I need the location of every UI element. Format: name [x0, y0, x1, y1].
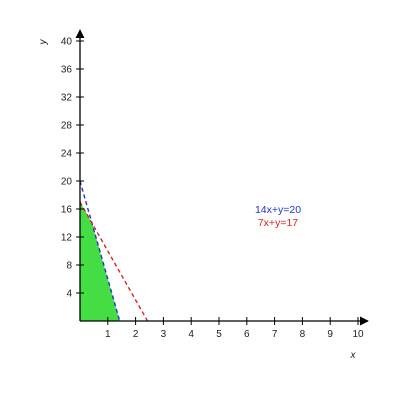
y-axis-label: y: [38, 39, 49, 46]
y-tick-label: 36: [61, 65, 73, 76]
y-tick-label: 4: [66, 289, 72, 300]
legend-entry-2: 7x+y=17: [258, 217, 298, 229]
x-tick-label: 5: [216, 329, 222, 340]
x-tick-label: 6: [244, 329, 250, 340]
series-line-1: [79, 180, 121, 322]
x-tick-label: 4: [188, 329, 194, 340]
y-tick-label: 16: [61, 205, 73, 216]
y-tick-label: 28: [61, 121, 73, 132]
x-tick-label: 3: [161, 329, 167, 340]
feasible-region: [80, 202, 120, 321]
x-axis-label: x: [350, 350, 357, 361]
x-tick-label: 1: [105, 329, 111, 340]
series-line-2: [79, 201, 149, 322]
y-tick-label: 20: [61, 177, 73, 188]
y-tick-label: 40: [61, 37, 73, 48]
x-tick-label: 10: [352, 329, 364, 340]
y-tick-label: 12: [61, 233, 73, 244]
legend-entry-1: 14x+y=20: [255, 204, 301, 216]
x-tick-label: 2: [133, 329, 139, 340]
y-tick-label: 8: [66, 261, 72, 272]
x-tick-label: 7: [272, 329, 278, 340]
x-tick-label: 9: [327, 329, 333, 340]
y-tick-label: 24: [61, 149, 73, 160]
x-tick-label: 8: [300, 329, 306, 340]
y-tick-label: 32: [61, 93, 73, 104]
